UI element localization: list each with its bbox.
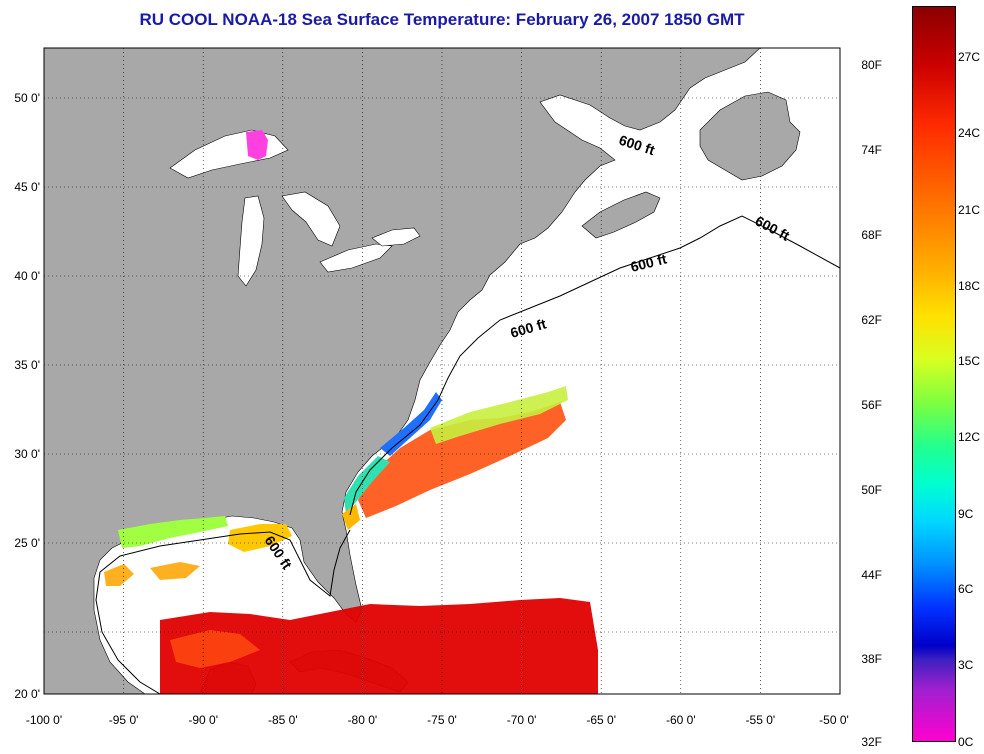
isobath-600ft-gulf bbox=[95, 529, 351, 694]
sst-gulf-stream-warm bbox=[358, 402, 566, 518]
sst-gulf-north-green bbox=[118, 516, 228, 548]
colorbar-c-label: 24C bbox=[958, 126, 981, 140]
x-tick-label: -90 0' bbox=[188, 713, 218, 727]
x-tick-label: -55 0' bbox=[746, 713, 776, 727]
colorbar-c-label: 15C bbox=[958, 354, 981, 368]
temperature-colorbar bbox=[912, 6, 956, 742]
y-tick-label: 30 0' bbox=[14, 447, 40, 461]
colorbar-c-label: 12C bbox=[958, 430, 981, 444]
lake-superior-cold-patch bbox=[246, 130, 268, 160]
colorbar-c-label: 6C bbox=[958, 582, 974, 596]
colorbar-f-label: 74F bbox=[861, 143, 882, 157]
colorbar-c-label: 21C bbox=[958, 203, 981, 217]
x-tick-label: -85 0' bbox=[268, 713, 298, 727]
sst-data-layer bbox=[104, 386, 598, 694]
colorbar-f-label: 50F bbox=[861, 483, 882, 497]
y-tick-label: 50 0' bbox=[14, 91, 40, 105]
colorbar-f-label: 62F bbox=[861, 313, 882, 327]
lake-michigan bbox=[237, 195, 265, 287]
x-tick-label: -50 0' bbox=[819, 713, 849, 727]
nova-scotia-land bbox=[581, 191, 661, 239]
sst-offshore-cool bbox=[430, 386, 568, 444]
colorbar-c-label: 9C bbox=[958, 507, 974, 521]
map-title: RU COOL NOAA-18 Sea Surface Temperature:… bbox=[139, 10, 745, 29]
x-tick-label: -100 0' bbox=[26, 713, 62, 727]
colorbar-c-label: 27C bbox=[958, 50, 981, 64]
sst-gulf-mid-yellow bbox=[150, 562, 200, 580]
colorbar-f-label: 44F bbox=[861, 568, 882, 582]
colorbar-f-label: 56F bbox=[861, 398, 882, 412]
colorbar-f-label: 68F bbox=[861, 228, 882, 242]
sst-coastal-teal bbox=[344, 456, 390, 514]
lake-erie bbox=[319, 243, 393, 273]
x-tick-label: -65 0' bbox=[586, 713, 616, 727]
y-tick-label: 25 0' bbox=[14, 536, 40, 550]
colorbar-f-label: 80F bbox=[861, 58, 882, 72]
x-axis: -100 0' -95 0' -90 0' -85 0' -80 0' -75 … bbox=[26, 713, 849, 727]
sst-map: 600 ft 600 ft 600 ft 600 ft 600 ft -100 … bbox=[14, 47, 849, 727]
colorbar-f-label: 32F bbox=[861, 735, 882, 749]
lake-huron bbox=[281, 191, 341, 247]
isobath-600ft-atlantic bbox=[349, 215, 840, 516]
y-tick-label: 45 0' bbox=[14, 180, 40, 194]
x-tick-label: -95 0' bbox=[109, 713, 139, 727]
colorbar-c-label: 18C bbox=[958, 279, 981, 293]
lake-ontario bbox=[371, 227, 421, 247]
x-tick-label: -80 0' bbox=[348, 713, 378, 727]
x-tick-label: -60 0' bbox=[666, 713, 696, 727]
sst-gulf-yellow bbox=[228, 524, 292, 552]
sst-caribbean-hot bbox=[160, 598, 598, 694]
map-frame bbox=[43, 47, 841, 695]
newfoundland-land bbox=[699, 91, 801, 181]
y-tick-label: 35 0' bbox=[14, 358, 40, 372]
x-tick-label: -70 0' bbox=[507, 713, 537, 727]
y-tick-label: 40 0' bbox=[14, 269, 40, 283]
sst-gulf-west-yellow bbox=[104, 564, 134, 586]
sst-coastal-cold bbox=[380, 392, 442, 456]
gridlines bbox=[44, 48, 840, 694]
y-axis: 50 0' 45 0' 40 0' 35 0' 30 0' 25 0' 20 0… bbox=[14, 91, 40, 701]
sst-caribbean-orange bbox=[170, 630, 260, 668]
sst-florida-yellow bbox=[342, 504, 360, 530]
y-tick-label: 20 0' bbox=[14, 687, 40, 701]
x-tick-label: -75 0' bbox=[427, 713, 457, 727]
colorbar-f-label: 38F bbox=[861, 652, 882, 666]
colorbar-c-label: 3C bbox=[958, 658, 974, 672]
colorbar-c-label: 0C bbox=[958, 735, 974, 749]
